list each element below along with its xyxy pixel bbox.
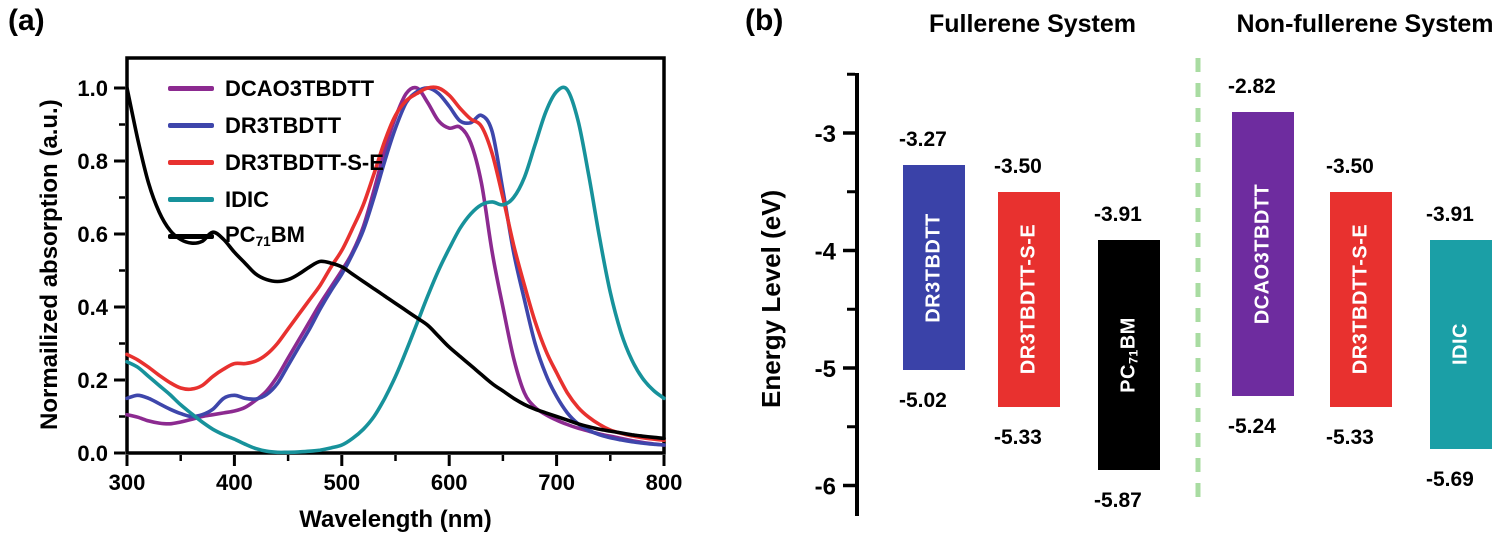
energy-bar-material-label: DR3TBDTT-S-E <box>1349 224 1372 375</box>
homo-value-label: -5.33 <box>1326 425 1374 449</box>
homo-value-label: -5.33 <box>994 425 1042 449</box>
svg-text:0.0: 0.0 <box>77 441 108 466</box>
energy-bar-material-label: DR3TBDTT <box>922 212 945 323</box>
homo-value-label: -5.87 <box>1094 489 1142 513</box>
absorption-plot-frame <box>125 56 666 455</box>
svg-text:700: 700 <box>538 470 575 495</box>
svg-text:0.2: 0.2 <box>77 368 108 393</box>
lumo-value-label: -3.50 <box>994 154 1042 178</box>
svg-text:-6: -6 <box>815 474 836 501</box>
series-PC71BM-curve <box>125 86 666 441</box>
energy-bar-material-label: DCAO3TBDTT <box>1251 183 1274 325</box>
series-IDIC-curve <box>125 85 666 455</box>
energy-bar-material-label: PC71BM <box>1117 317 1141 393</box>
svg-text:0.8: 0.8 <box>77 149 108 174</box>
lumo-value-label: -3.91 <box>1426 202 1474 226</box>
legend-item-IDIC: IDIC <box>168 181 384 218</box>
panel-b-label: (b) <box>745 4 784 37</box>
svg-text:0.4: 0.4 <box>77 295 108 320</box>
absorption-x-ticks: 300 400 500 600 700 800 <box>109 455 683 495</box>
lumo-value-label: -3.91 <box>1094 202 1142 226</box>
energy-bar-DR3TBDTT-S-E: DR3TBDTT-S-E <box>998 191 1060 407</box>
svg-text:0.6: 0.6 <box>77 222 108 247</box>
svg-text:800: 800 <box>646 470 683 495</box>
svg-text:500: 500 <box>323 470 360 495</box>
legend-label: DR3TBDTT <box>225 112 342 138</box>
panel-a-label: (a) <box>8 4 45 37</box>
homo-value-label: -5.02 <box>899 389 947 413</box>
legend-item-DR3TBDTT-S-E: DR3TBDTT-S-E <box>168 144 384 181</box>
homo-value-label: -5.69 <box>1426 468 1474 492</box>
svg-text:600: 600 <box>431 470 468 495</box>
homo-value-label: -5.24 <box>1228 415 1276 439</box>
legend-line-swatch <box>168 197 214 202</box>
fullerene-system-title: Fullerene System <box>928 10 1137 38</box>
non-fullerene-system-title: Non-fullerene System <box>1236 10 1494 38</box>
svg-text:-5: -5 <box>815 356 836 383</box>
energy-y-ticks: -3 -4 -5 -6 <box>815 72 855 501</box>
svg-text:-4: -4 <box>815 239 837 266</box>
absorption-y-ticks: 0.0 0.2 0.4 0.6 0.8 1.0 <box>77 76 125 466</box>
energy-bar-PC71BM: PC71BM <box>1098 239 1160 471</box>
legend-item-DR3TBDTT: DR3TBDTT <box>168 107 384 144</box>
lumo-value-label: -3.50 <box>1326 154 1374 178</box>
svg-text:-3: -3 <box>815 121 836 148</box>
svg-text:1.0: 1.0 <box>77 76 108 101</box>
energy-bar-DR3TBDTT-S-E: DR3TBDTT-S-E <box>1330 191 1392 407</box>
series-DR3TBDTT-S-E-curve <box>125 85 666 442</box>
energy-bar-DCAO3TBDTT: DCAO3TBDTT <box>1232 111 1294 397</box>
svg-text:300: 300 <box>109 470 146 495</box>
legend-item-DCAO3TBDTT: DCAO3TBDTT <box>168 70 384 107</box>
absorption-xaxis-title: Wavelength (nm) <box>299 506 492 533</box>
legend-line-swatch <box>168 160 214 165</box>
legend-label: PC71BM <box>225 222 305 250</box>
legend-item-PC71BM: PC71BM <box>168 218 384 255</box>
lumo-value-label: -2.82 <box>1228 74 1276 98</box>
energy-bar-DR3TBDTT: DR3TBDTT <box>903 164 965 371</box>
legend-line-swatch <box>168 234 214 239</box>
legend-line-swatch <box>168 123 214 128</box>
svg-text:400: 400 <box>216 470 253 495</box>
legend-label: DCAO3TBDTT <box>225 75 375 101</box>
absorption-yaxis-title: Normailized absorption (a.u.) <box>36 99 63 430</box>
legend-line-swatch <box>168 86 214 91</box>
energy-bar-IDIC: IDIC <box>1430 239 1492 450</box>
legend-label: IDIC <box>225 186 269 212</box>
energy-bar-material-label: DR3TBDTT-S-E <box>1017 224 1040 375</box>
absorption-legend: DCAO3TBDTT DR3TBDTT DR3TBDTT-S-E IDIC PC71BM <box>168 70 384 255</box>
energy-yaxis-title: Energy Level (eV) <box>756 189 786 408</box>
energy-bar-material-label: IDIC <box>1449 323 1472 366</box>
legend-label: DR3TBDTT-S-E <box>225 149 384 175</box>
lumo-value-label: -3.27 <box>899 127 947 151</box>
